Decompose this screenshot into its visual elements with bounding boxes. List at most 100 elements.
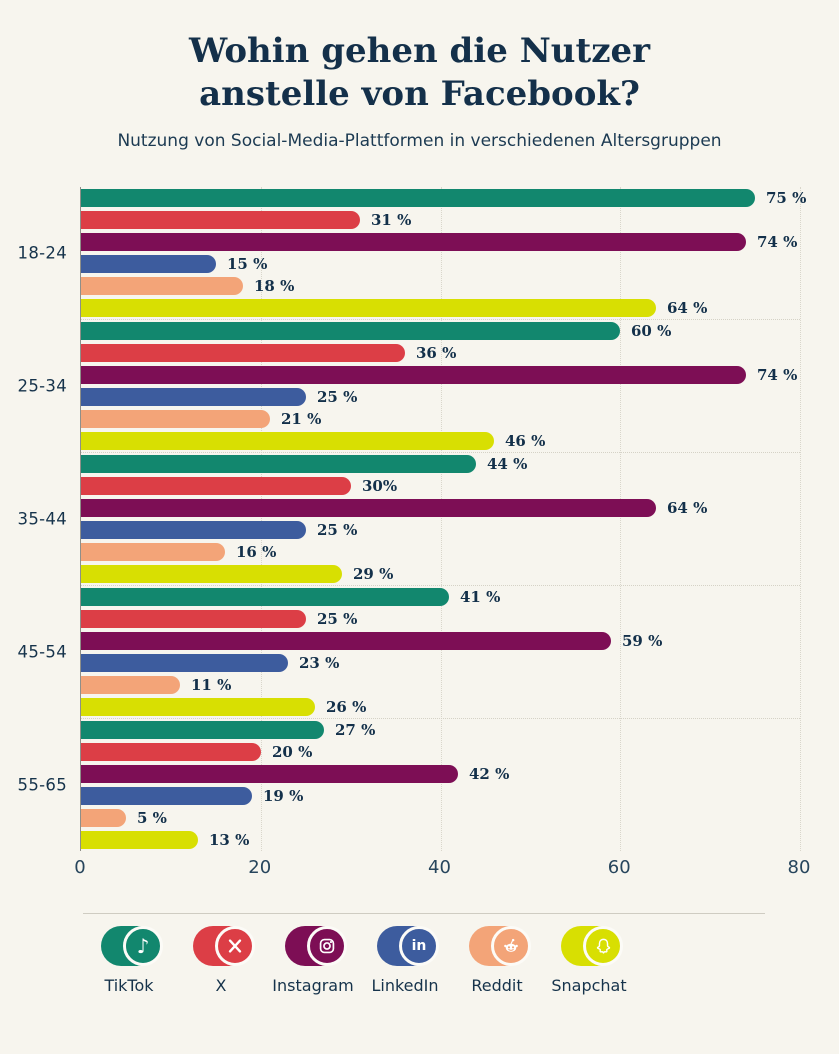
snapchat-pill [561,926,623,967]
bar-reddit-45-54 [81,676,180,695]
bar-row: 25 % [81,610,800,629]
linkedin-pill: in [377,926,439,967]
gridline-80 [800,187,801,852]
bar-row: 16 % [81,543,800,562]
page-title-line2: anstelle von Facebook? [199,74,640,115]
x-tick-20: 20 [248,857,272,879]
bar-value-label: 26 % [326,698,367,717]
legend: ♪ TikTok X [83,913,839,995]
bar-linkedin-18-24 [81,255,216,274]
reddit-icon [491,926,531,967]
bar-instagram-25-34 [81,366,746,385]
x-tick-0: 0 [74,857,86,879]
page-title-line1: Wohin gehen die Nutzer [188,31,651,71]
bar-linkedin-55-65 [81,787,252,806]
legend-items: ♪ TikTok X [83,926,839,995]
bar-row: 74 % [81,233,800,252]
bar-value-label: 60 % [631,322,672,341]
age-group-25-34: 25-34 60 % 36 % 74 % 25 % 21 % 46 % [18,320,800,454]
bar-x-25-34 [81,344,405,363]
gridline-40 [440,187,442,852]
age-group-35-44: 35-44 44 % 30% 64 % 25 % 16 % 29 % [18,453,800,587]
bar-row: 23 % [81,654,800,673]
bar-value-label: 36 % [416,344,457,363]
bar-x-55-65 [81,743,261,762]
bar-value-label: 27 % [335,721,376,740]
bar-reddit-35-44 [81,543,225,562]
bar-tiktok-18-24 [81,189,755,208]
bar-value-label: 21 % [281,410,322,429]
legend-item-instagram: Instagram [267,926,359,995]
bar-row: 27 % [81,721,800,740]
bar-value-label: 29 % [353,565,394,584]
bar-tiktok-55-65 [81,721,324,740]
bar-value-label: 25 % [317,610,358,629]
bar-row: 19 % [81,787,800,806]
bar-row: 64 % [81,299,800,318]
x-tick-80: 80 [787,857,811,879]
bar-reddit-55-65 [81,809,126,828]
x-icon [215,926,255,967]
legend-item-x: X [175,926,267,995]
bar-row: 74 % [81,366,800,385]
gridline-60 [620,187,622,852]
bar-linkedin-25-34 [81,388,306,407]
bar-value-label: 44 % [487,455,528,474]
bar-value-label: 20 % [272,743,313,762]
tiktok-pill: ♪ [101,926,163,967]
bar-value-label: 31 % [371,211,412,230]
legend-divider [83,913,765,915]
bar-row: 29 % [81,565,800,584]
bar-value-label: 64 % [667,499,708,518]
bar-row: 41 % [81,588,800,607]
bar-x-18-24 [81,211,360,230]
bar-x-35-44 [81,477,351,496]
age-group-label: 45-54 [17,642,67,662]
bar-value-label: 74 % [757,366,798,385]
legend-item-snapchat: Snapchat [543,926,635,995]
legend-item-reddit: Reddit [451,926,543,995]
instagram-icon [307,926,347,967]
bar-value-label: 5 % [137,809,167,828]
bar-row: 42 % [81,765,800,784]
bar-snapchat-35-44 [81,565,342,584]
bar-value-label: 41 % [460,588,501,607]
bar-row: 26 % [81,698,800,717]
bar-row: 11 % [81,676,800,695]
age-group-18-24: 18-24 75 % 31 % 74 % 15 % 18 % 64 % [18,187,806,321]
bar-value-label: 75 % [766,189,807,208]
gridline-20 [260,187,262,852]
age-group-45-54: 45-54 41 % 25 % 59 % 23 % 11 % 26 % [18,586,800,720]
legend-item-linkedin: in LinkedIn [359,926,451,995]
bar-instagram-35-44 [81,499,656,518]
bar-instagram-45-54 [81,632,611,651]
bar-row: 59 % [81,632,800,651]
legend-label: LinkedIn [371,976,439,996]
x-tick-60: 60 [607,857,631,879]
bar-snapchat-18-24 [81,299,656,318]
page-subtitle: Nutzung von Social-Media-Plattformen in … [117,131,722,152]
snapchat-icon [583,926,623,967]
infographic: Wohin gehen die Nutzer anstelle von Face… [0,30,839,1054]
legend-label: TikTok [104,976,154,996]
bar-row: 18 % [81,277,800,296]
bar-row: 5 % [81,809,800,828]
x-tick-40: 40 [428,857,451,879]
bar-x-45-54 [81,610,306,629]
bar-snapchat-25-34 [81,432,494,451]
bar-value-label: 13 % [209,831,250,850]
bar-reddit-25-34 [81,410,270,429]
instagram-pill [285,926,347,967]
linkedin-icon: in [399,926,439,967]
bar-row: 31 % [81,211,800,230]
bar-row: 44 % [81,455,800,474]
bar-value-label: 18 % [254,277,295,296]
bar-value-label: 64 % [667,299,708,318]
legend-item-tiktok: ♪ TikTok [83,926,175,995]
bar-row: 64 % [81,499,800,518]
age-group-55-65: 55-65 27 % 20 % 42 % 19 % 5 % 13 % [18,719,800,851]
legend-label: Instagram [272,976,354,996]
bar-row: 60 % [81,322,800,341]
reddit-pill [469,926,531,967]
bar-row: 25 % [81,388,800,407]
